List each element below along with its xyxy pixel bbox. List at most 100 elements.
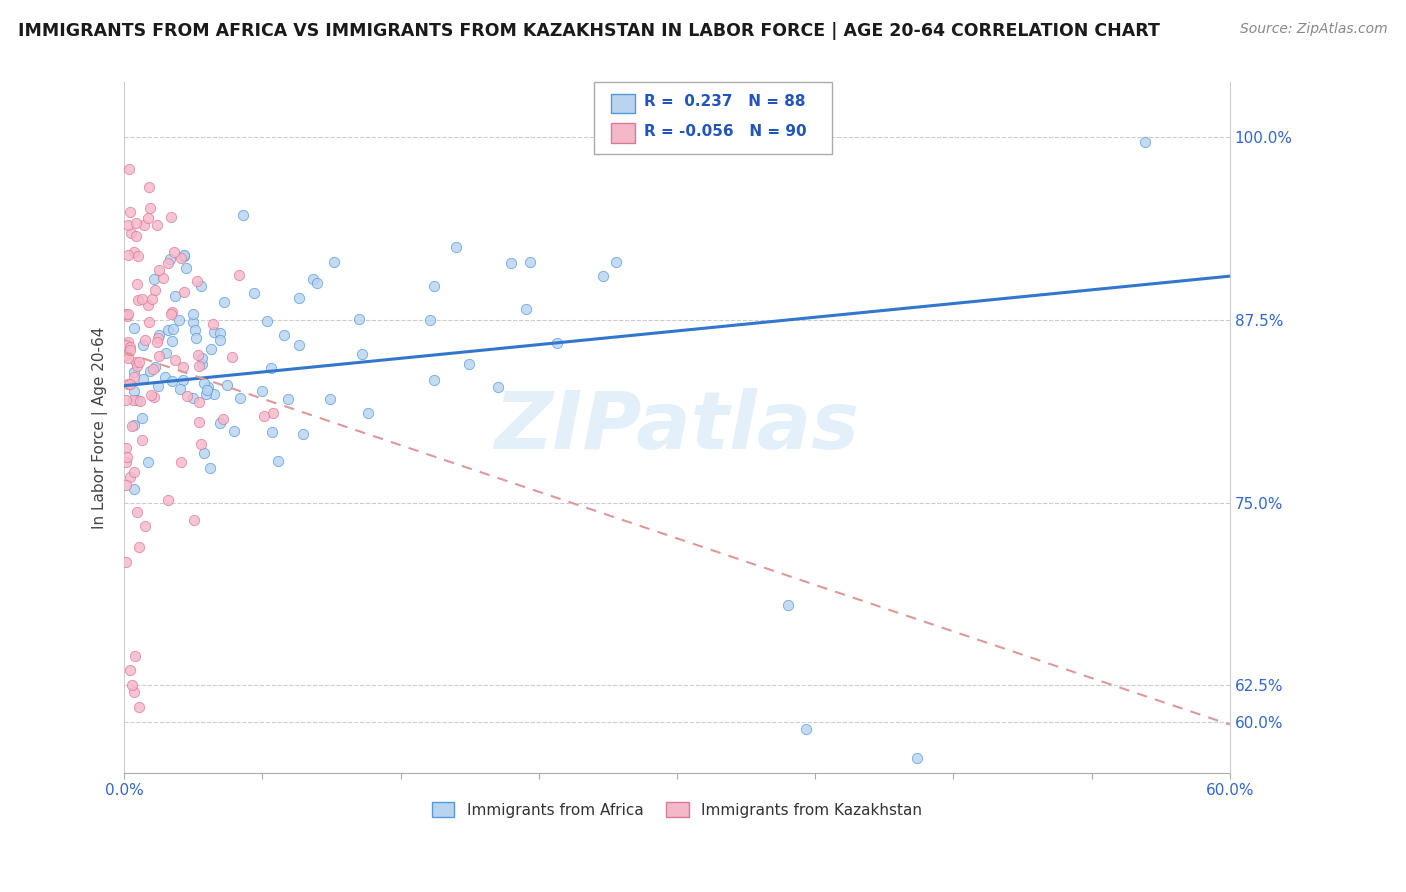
Point	[191, 351, 214, 365]
Point	[121, 678, 143, 692]
Point	[118, 162, 141, 177]
Point	[115, 441, 138, 455]
Point	[115, 555, 138, 569]
Point	[423, 278, 446, 293]
Point	[124, 355, 146, 369]
Point	[169, 382, 191, 396]
Point	[122, 384, 145, 398]
Point	[422, 374, 444, 388]
Point	[136, 298, 159, 312]
Text: ZIPatlas: ZIPatlas	[495, 388, 859, 467]
Text: IMMIGRANTS FROM AFRICA VS IMMIGRANTS FROM KAZAKHSTAN IN LABOR FORCE | AGE 20-64 : IMMIGRANTS FROM AFRICA VS IMMIGRANTS FRO…	[18, 22, 1160, 40]
Point	[190, 278, 212, 293]
Point	[143, 283, 166, 297]
Point	[173, 250, 195, 264]
Point	[193, 446, 215, 460]
Point	[132, 337, 155, 351]
Point	[118, 343, 141, 358]
Point	[188, 395, 211, 409]
Point	[134, 519, 156, 533]
Point	[186, 274, 208, 288]
Point	[125, 505, 148, 519]
Point	[444, 240, 467, 254]
Point	[143, 359, 166, 374]
Point	[170, 252, 193, 266]
Point	[131, 411, 153, 425]
Point	[127, 359, 149, 373]
Point	[546, 336, 568, 351]
Point	[122, 321, 145, 335]
Point	[167, 313, 190, 327]
Point	[121, 419, 143, 434]
Point	[191, 357, 214, 371]
Point	[139, 364, 162, 378]
Point	[139, 201, 162, 215]
Point	[127, 277, 149, 292]
Point	[163, 245, 186, 260]
Point	[155, 346, 177, 360]
Legend: Immigrants from Africa, Immigrants from Kazakhstan: Immigrants from Africa, Immigrants from …	[426, 796, 928, 824]
Point	[252, 384, 274, 398]
Point	[117, 450, 139, 464]
Point	[127, 249, 149, 263]
Point	[188, 359, 211, 373]
Point	[262, 406, 284, 420]
Point	[125, 229, 148, 244]
Point	[153, 369, 176, 384]
Point	[273, 328, 295, 343]
Point	[132, 372, 155, 386]
Point	[198, 461, 221, 475]
Point	[148, 263, 170, 277]
Point	[136, 455, 159, 469]
Point	[115, 478, 138, 492]
Point	[488, 380, 510, 394]
Point	[146, 219, 169, 233]
Point	[128, 393, 150, 408]
Point	[201, 317, 224, 331]
Point	[292, 426, 315, 441]
Point	[134, 333, 156, 347]
Point	[176, 389, 198, 403]
Point	[172, 373, 194, 387]
Point	[122, 465, 145, 479]
Point	[141, 293, 163, 307]
Point	[190, 437, 212, 451]
Point	[138, 180, 160, 194]
Point	[208, 333, 231, 347]
Point	[356, 406, 378, 420]
FancyBboxPatch shape	[610, 123, 636, 143]
Point	[202, 387, 225, 401]
Point	[458, 357, 481, 371]
Point	[794, 722, 817, 736]
Point	[146, 379, 169, 393]
Point	[215, 378, 238, 392]
Point	[159, 210, 181, 224]
Point	[232, 208, 254, 222]
Point	[148, 349, 170, 363]
Point	[256, 313, 278, 327]
Point	[183, 513, 205, 527]
Point	[118, 470, 141, 484]
Point	[1133, 135, 1156, 149]
FancyBboxPatch shape	[610, 94, 636, 113]
Point	[128, 540, 150, 554]
Point	[163, 289, 186, 303]
Point	[120, 376, 142, 391]
Y-axis label: In Labor Force | Age 20-64: In Labor Force | Age 20-64	[93, 326, 108, 528]
Point	[117, 248, 139, 262]
Point	[905, 751, 928, 765]
Point	[117, 219, 139, 233]
Point	[128, 700, 150, 714]
Point	[350, 347, 373, 361]
Point	[165, 353, 187, 368]
Point	[142, 271, 165, 285]
Point	[605, 255, 627, 269]
Point	[243, 286, 266, 301]
Point	[157, 323, 180, 337]
Point	[146, 331, 169, 345]
Point	[169, 455, 191, 469]
Text: Source: ZipAtlas.com: Source: ZipAtlas.com	[1240, 22, 1388, 37]
Point	[288, 338, 311, 352]
Point	[120, 340, 142, 354]
Point	[228, 268, 250, 282]
